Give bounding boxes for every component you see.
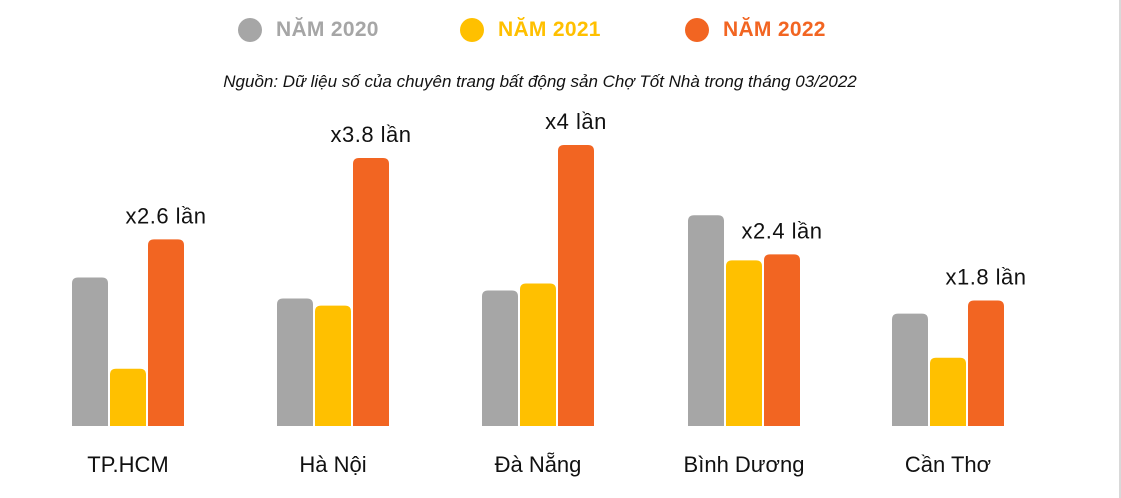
category-label-tp-hcm: TP.HCM xyxy=(87,452,169,477)
source-note: Nguồn: Dữ liệu số của chuyên trang bất đ… xyxy=(223,72,857,91)
category-label-da-nang: Đà Nẵng xyxy=(495,452,582,477)
bar-tp-hcm-nam-2021 xyxy=(110,368,146,426)
bar-da-nang-nam-2021 xyxy=(520,283,556,426)
frame-border xyxy=(1119,0,1121,498)
legend: NĂM 2020 NĂM 2021 NĂM 2022 xyxy=(0,18,1080,48)
bar-can-tho-nam-2021 xyxy=(930,357,966,426)
category-label-binh-duong: Bình Dương xyxy=(684,452,805,477)
bar-binh-duong-nam-2022 xyxy=(764,254,800,426)
legend-dot-2020 xyxy=(238,18,262,42)
bar-binh-duong-nam-2021 xyxy=(726,260,762,426)
multiplier-label-binh-duong: x2.4 lần xyxy=(741,218,822,243)
legend-item-2020: NĂM 2020 xyxy=(238,18,379,42)
multiplier-label-da-nang: x4 lần xyxy=(545,109,607,134)
bar-can-tho-nam-2022 xyxy=(968,300,1004,426)
multiplier-label-tp-hcm: x2.6 lần xyxy=(125,203,206,228)
legend-label-2021: NĂM 2021 xyxy=(498,18,601,41)
legend-label-2020: NĂM 2020 xyxy=(276,18,379,41)
bar-can-tho-nam-2020 xyxy=(892,313,928,426)
category-label-ha-noi: Hà Nội xyxy=(299,452,366,477)
bar-ha-noi-nam-2020 xyxy=(277,298,313,426)
legend-dot-2021 xyxy=(460,18,484,42)
multiplier-label-ha-noi: x3.8 lần xyxy=(330,122,411,147)
bar-binh-duong-nam-2020 xyxy=(688,215,724,426)
bar-tp-hcm-nam-2022 xyxy=(148,239,184,426)
bar-da-nang-nam-2022 xyxy=(558,145,594,426)
bar-ha-noi-nam-2021 xyxy=(315,305,351,426)
category-label-can-tho: Cần Thơ xyxy=(905,452,991,477)
bar-tp-hcm-nam-2020 xyxy=(72,277,108,426)
legend-label-2022: NĂM 2022 xyxy=(723,18,826,41)
legend-item-2021: NĂM 2021 xyxy=(460,18,601,42)
legend-item-2022: NĂM 2022 xyxy=(685,18,826,42)
bar-ha-noi-nam-2022 xyxy=(353,158,389,426)
legend-dot-2022 xyxy=(685,18,709,42)
multiplier-label-can-tho: x1.8 lần xyxy=(945,265,1026,290)
bar-da-nang-nam-2020 xyxy=(482,290,518,426)
